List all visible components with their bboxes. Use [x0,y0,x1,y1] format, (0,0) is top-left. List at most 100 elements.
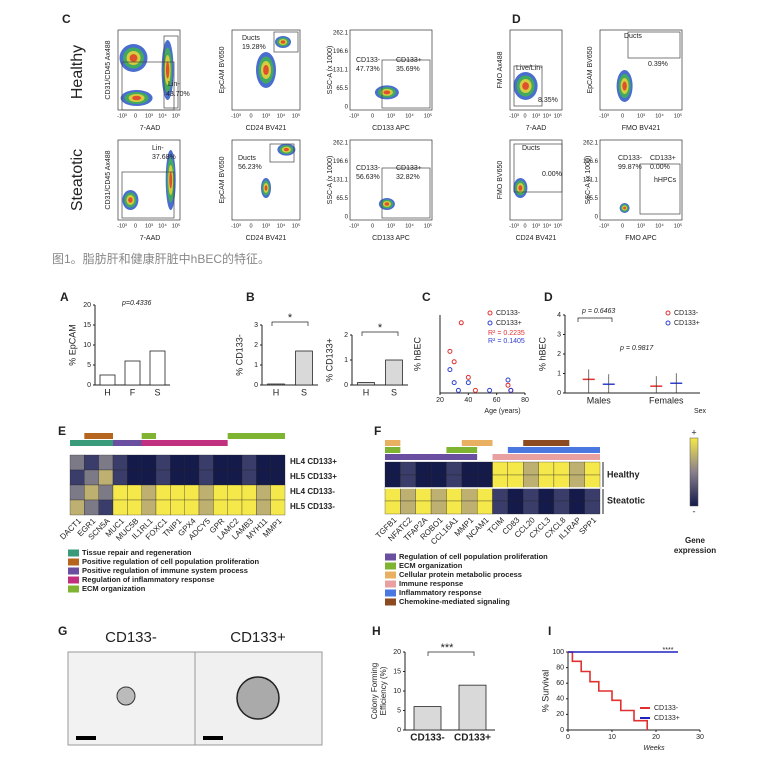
legend-label: Immune response [399,579,463,588]
x-axis-label: Sex [694,408,707,415]
cell-density [132,95,142,101]
flow-label: CD24 BV421 [246,125,287,132]
x-tick-label: 10⁴ [655,222,664,229]
heatmap-cell [584,500,601,515]
y-tick-label: 0 [560,727,564,734]
y-tick-label: 1 [254,362,258,369]
heatmap-cell [84,499,99,516]
x-tick-label: Males [587,395,612,405]
heatmap-cell [384,461,401,476]
heatmap-cell [256,454,271,471]
panel-label: I [548,624,551,638]
y-tick-label: 196.6 [583,159,599,165]
cell-density [384,202,390,206]
heatmap-cell [492,474,509,489]
y-tick-label: 196.6 [333,49,349,55]
legend-label: Regulation of cell population proliferat… [399,552,548,561]
bar [99,374,116,386]
x-tick-label: 10⁵ [554,112,562,119]
cell-density [383,90,391,95]
x-tick-label: 0 [134,223,137,229]
x-tick-label: H [273,387,280,397]
heatmap-cell [227,469,243,486]
gate [381,167,431,219]
heatmap-cell [127,469,142,486]
heatmap-cell [241,469,257,486]
point [465,374,471,380]
significance-bracket [361,331,399,336]
cell-density [128,197,133,203]
cell-density [623,206,626,210]
x-tick-label: CD133+ [454,733,491,744]
heatmap-cell [523,500,539,515]
gate [639,163,681,215]
plot-frame [509,29,563,111]
heatmap-cell [241,499,257,516]
y-tick-label: 15 [393,668,401,675]
gate [513,65,543,107]
caption: 图1。脂肪肝和健康肝脏中hBEC的特征。 [52,251,270,266]
cell-density [129,54,138,62]
x-tick-label: 0 [134,113,137,119]
x-tick-label: 10³ [387,223,395,229]
flow-label: SSC-A (x 1000) [585,156,592,205]
gate [381,59,431,109]
flow-label: CD31/CD45 Ax488 [105,150,112,209]
flow-label: Ducts [624,33,642,40]
plot-frame [599,29,683,111]
flow-label: SSC-A (x 1000) [327,46,334,95]
annotation-bar [70,440,113,446]
legend-swatch [385,589,396,597]
x-tick-label: 10⁴ [405,112,414,119]
flow-label: 35.69% [396,66,420,73]
heatmap-cell [112,469,128,486]
heatmap-cell [553,487,570,502]
heatmap-cell [584,461,601,476]
heatmap-cell [184,469,200,486]
x-tick-label: 0 [566,734,570,741]
flow-label: Live/Lin- [516,65,543,72]
annotation-bar [492,454,600,460]
x-tick-label: 10⁵ [292,112,300,119]
x-tick-label: 10⁴ [543,222,552,229]
heatmap-cell [384,474,401,489]
flow-label: CD24 BV421 [246,235,287,242]
bar [357,382,375,386]
y-tick-label: 1 [557,370,561,377]
y-tick-label: 1 [344,357,348,364]
heatmap-cell [415,461,432,476]
flow-label: CD133 APC [372,125,410,132]
x-tick-label: 0 [523,223,526,229]
bar [458,684,487,731]
point [447,348,453,354]
legend-label: Chemokine-mediated signaling [399,597,510,606]
gate [269,143,295,163]
heatmap-cell [430,487,447,502]
x-tick-label: Females [649,395,684,405]
heatmap-cell [400,500,416,515]
y-tick-label: 131.1 [333,68,349,74]
flow-label: FMO Ax488 [497,51,504,88]
heatmap-cell [492,500,509,515]
annotation: *** [441,642,455,654]
heatmap-cell [69,469,85,486]
heatmap-cell [213,484,228,501]
heatmap-cell [476,500,493,515]
flow-label: 19.28% [242,44,266,51]
heatmap-cell [127,484,142,501]
x-tick-label: 10³ [262,113,270,119]
y-tick-label: 0 [557,390,561,397]
heatmap-cell [538,487,555,502]
y-tick-label: 60 [556,680,564,687]
heatmap-cell [569,487,585,502]
annotation-bar [141,440,228,446]
heatmap-cell [112,484,128,501]
annotation-bar [523,440,570,446]
annotation: * [378,322,383,334]
cell-density [264,185,268,191]
y-tick-label: 80 [556,664,564,671]
flow-label: EpCAM BV650 [219,46,226,93]
colorbar-label: + [691,427,696,437]
x-tick-label: -10³ [231,223,241,229]
